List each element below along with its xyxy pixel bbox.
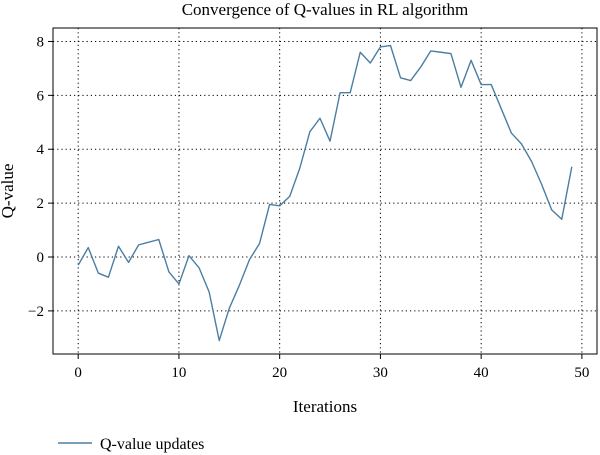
series-layer (77, 44, 573, 342)
y-tick-label: 6 (37, 88, 45, 104)
y-axis-label: Q-value (0, 164, 17, 219)
x-tick-label: 10 (171, 365, 186, 381)
y-tick-label: −2 (28, 304, 44, 320)
plot-frame (52, 27, 598, 355)
x-axis-label: Iterations (293, 397, 357, 416)
x-tick-label: 40 (474, 365, 489, 381)
legend: Q-value updates (58, 436, 204, 453)
chart-title: Convergence of Q-values in RL algorithm (182, 0, 469, 19)
x-tick-label: 30 (373, 365, 388, 381)
tick-layer: 0 10 20 30 40 50 −2 0 2 4 6 8 (28, 34, 589, 381)
y-tick-label: 4 (37, 142, 45, 158)
grid-layer (53, 28, 597, 354)
x-tick-label: 0 (74, 365, 82, 381)
y-tick-label: 2 (37, 196, 45, 212)
legend-label: Q-value updates (100, 436, 204, 453)
x-tick-label: 50 (574, 365, 589, 381)
series-line (77, 44, 573, 342)
y-tick-label: 0 (37, 250, 45, 266)
y-tick-label: 8 (37, 34, 45, 50)
x-tick-label: 20 (272, 365, 287, 381)
